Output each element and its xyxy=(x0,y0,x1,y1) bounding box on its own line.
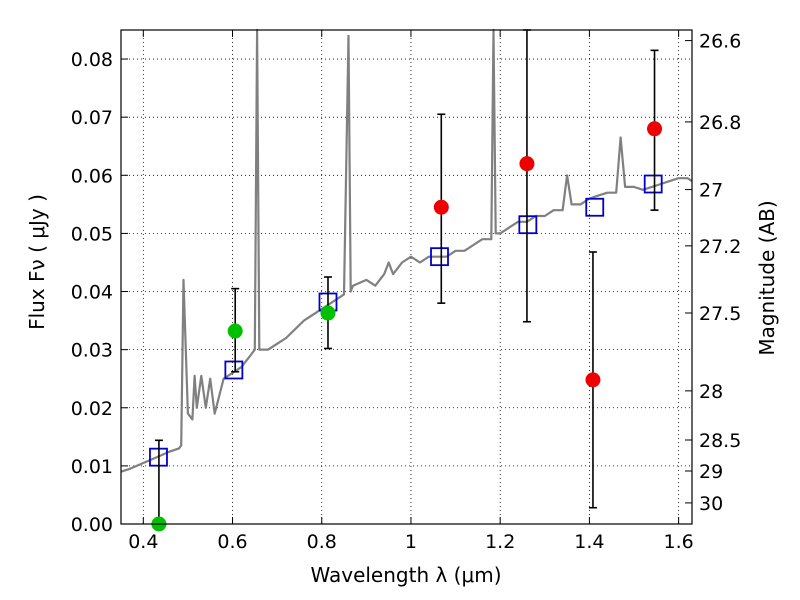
x-axis-title: Wavelength λ (μm) xyxy=(310,563,501,587)
right-tick-label: 26.8 xyxy=(699,112,741,134)
right-tick-label: 28 xyxy=(699,381,723,403)
model-point xyxy=(643,174,663,194)
data-point xyxy=(519,156,535,172)
data-point xyxy=(320,305,336,321)
plot-frame xyxy=(120,29,693,525)
model-point xyxy=(430,247,449,267)
y-tick-label: 0.01 xyxy=(71,456,113,478)
x-axis: 0.4 0.6 0.8 1 1.2 1.4 1.6 xyxy=(128,30,694,553)
x-tick-label: 0.8 xyxy=(307,531,337,553)
y-axis-title-left: Flux Fν ( μJy ) xyxy=(25,194,49,330)
y-tick-label: 0.05 xyxy=(71,223,113,245)
x-tick-label: 1.6 xyxy=(664,531,694,553)
x-tick-label: 0.4 xyxy=(128,531,158,553)
model-point xyxy=(224,360,244,380)
data-point xyxy=(585,372,601,388)
y-axis-title-right: Magnitude (AB) xyxy=(755,200,779,355)
right-tick-label: 27.2 xyxy=(699,236,741,258)
data-point xyxy=(227,323,243,339)
model-point xyxy=(585,197,605,217)
x-tick-label: 1 xyxy=(405,531,417,553)
right-tick-label: 28.5 xyxy=(699,430,741,452)
spectrum-line xyxy=(120,28,693,473)
x-tick-label: 1.2 xyxy=(485,531,515,553)
right-tick-label: 26.6 xyxy=(699,31,741,53)
y-tick-label: 0.08 xyxy=(71,49,113,71)
y-tick-label: 0.07 xyxy=(71,107,113,129)
y-tick-label: 0.03 xyxy=(71,340,113,362)
data-point xyxy=(647,121,663,137)
right-tick-label: 30 xyxy=(699,493,723,515)
plot-area xyxy=(120,28,693,532)
y-axis-left: 0.00 0.01 0.02 0.03 0.04 0.05 0.06 0.07 0.08 xyxy=(71,49,128,536)
y-tick-label: 0.04 xyxy=(71,282,113,304)
y-tick-label: 0.06 xyxy=(71,165,113,187)
model-point xyxy=(518,215,538,235)
x-tick-label: 0.6 xyxy=(217,531,247,553)
right-tick-label: 27.5 xyxy=(699,303,741,325)
y-tick-label: 0.02 xyxy=(71,398,113,420)
y-axis-right: 26.6 26.8 27 27.2 27.5 28 28.5 29 30 xyxy=(685,31,741,515)
data-point xyxy=(433,199,449,215)
y-tick-label: 0.00 xyxy=(71,514,113,536)
grid xyxy=(121,30,692,525)
right-tick-label: 27 xyxy=(699,180,723,202)
right-tick-label: 29 xyxy=(699,461,723,483)
x-tick-label: 1.4 xyxy=(574,531,604,553)
